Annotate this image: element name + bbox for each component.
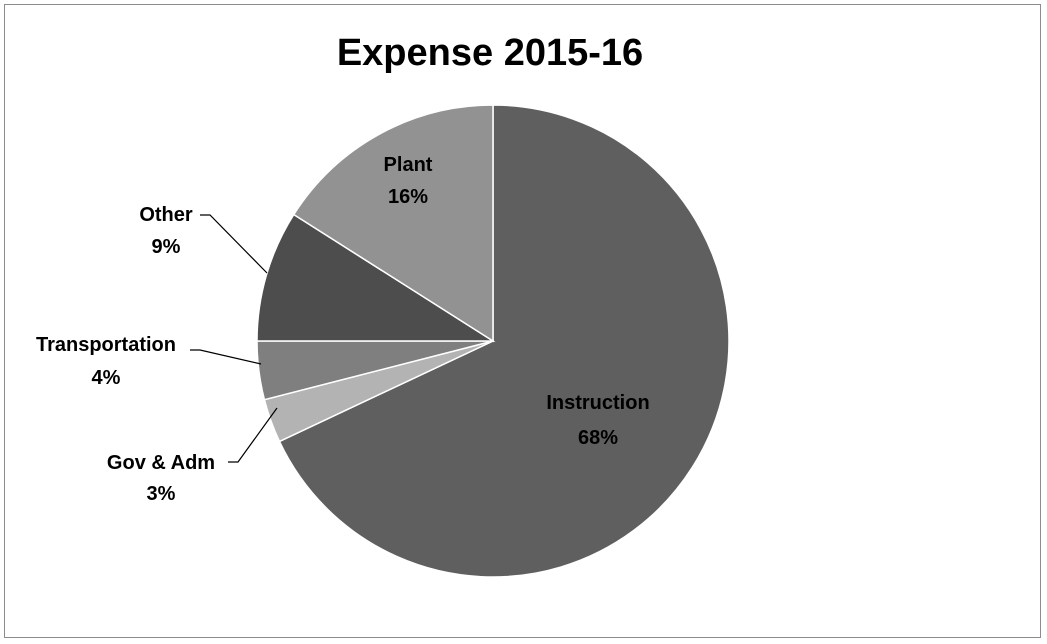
pie-slice-instruction [278,104,730,578]
slice-pct-instruction: 68% [578,427,618,449]
slice-pct-gov-adm: 3% [147,483,176,505]
leader-lines [190,214,278,463]
slice-pct-transportation: 4% [92,367,121,389]
slice-label-gov-adm: Gov & Adm [107,452,215,474]
slice-label-plant: Plant [384,154,433,176]
pie-slices [256,104,730,578]
slice-pct-other: 9% [152,236,181,258]
pie-slice-plant [292,104,494,343]
leader-line-other [200,214,268,274]
slice-pct-plant: 16% [388,186,428,208]
pie-slice-other [256,213,496,342]
chart-title: Expense 2015-16 [336,32,644,74]
slice-label-instruction: Instruction [546,392,649,414]
slice-label-transportation: Transportation [36,334,176,356]
leader-line-gov-adm [228,407,278,463]
slice-label-other: Other [139,204,193,226]
leader-line-transportation [190,349,262,365]
